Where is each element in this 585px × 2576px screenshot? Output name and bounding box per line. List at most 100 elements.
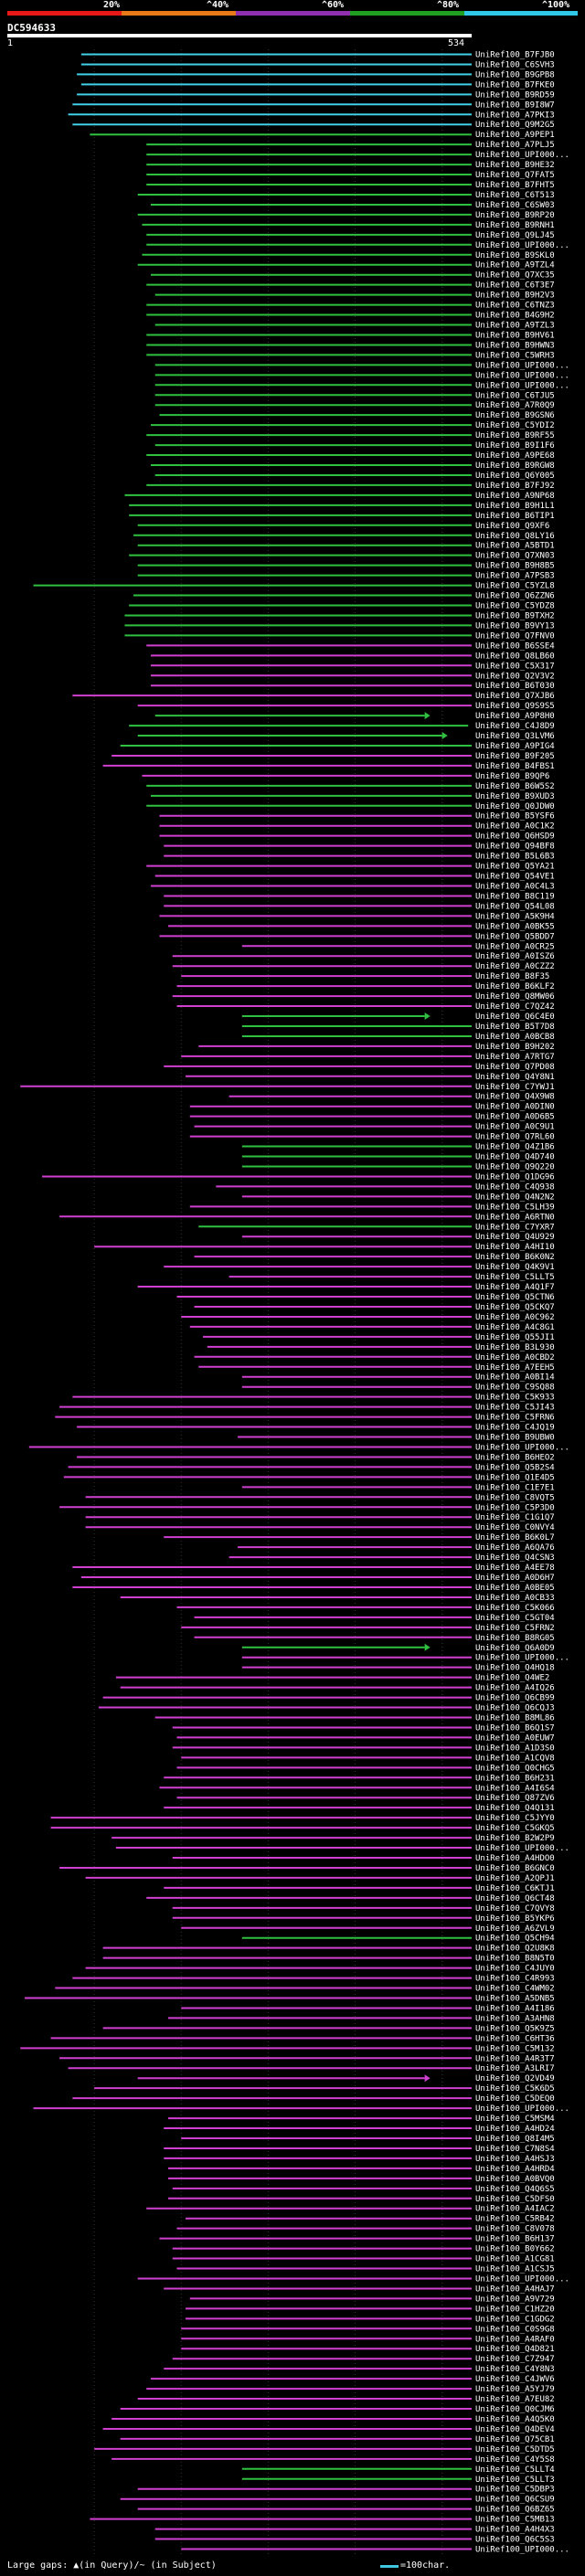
hit-label[interactable]: UniRef100_Q2V3V2: [475, 672, 555, 681]
hit-label[interactable]: UniRef100_C5DBP3: [475, 2486, 555, 2495]
hit-label[interactable]: UniRef100_Q9S9S5: [475, 702, 555, 711]
hit-label[interactable]: UniRef100_A4Q5K0: [475, 2415, 555, 2424]
hit-label[interactable]: UniRef100_Q4D740: [475, 1153, 555, 1162]
hit-label[interactable]: UniRef100_Q94BF8: [475, 843, 555, 852]
hit-label[interactable]: UniRef100_C7QZ42: [475, 1002, 555, 1012]
hit-label[interactable]: UniRef100_A0C9U1: [475, 1123, 555, 1132]
hit-label[interactable]: UniRef100_B9RD59: [475, 90, 555, 100]
hit-label[interactable]: UniRef100_C6HT36: [475, 2034, 555, 2043]
hit-label[interactable]: UniRef100_C5WRH3: [475, 351, 555, 360]
hit-label[interactable]: UniRef100_C5FRN6: [475, 1414, 555, 1423]
hit-label[interactable]: UniRef100_A4RAF0: [475, 2335, 555, 2344]
hit-label[interactable]: UniRef100_A6ZVL9: [475, 1924, 555, 1934]
hit-label[interactable]: UniRef100_A0CR25: [475, 942, 555, 951]
hit-label[interactable]: UniRef100_Q4D821: [475, 2345, 555, 2354]
hit-label[interactable]: UniRef100_B9H8B5: [475, 562, 555, 571]
hit-label[interactable]: UniRef100_Q8I4M5: [475, 2135, 555, 2144]
hit-label[interactable]: UniRef100_B9HE32: [475, 161, 555, 170]
hit-label[interactable]: UniRef100_Q4HQ18: [475, 1664, 555, 1673]
hit-label[interactable]: UniRef100_C5JI43: [475, 1404, 555, 1413]
hit-label[interactable]: UniRef100_Q5B2S4: [475, 1463, 555, 1472]
hit-label[interactable]: UniRef100_Q2U8K8: [475, 1945, 555, 1954]
hit-label[interactable]: UniRef100_C5YDZ8: [475, 602, 555, 611]
hit-label[interactable]: UniRef100_A4HD24: [475, 2125, 555, 2134]
hit-label[interactable]: UniRef100_Q6BZ65: [475, 2506, 555, 2515]
hit-label[interactable]: UniRef100_Q0CHG5: [475, 1764, 555, 1773]
hit-label[interactable]: UniRef100_Q6A0D9: [475, 1644, 555, 1653]
hit-label[interactable]: UniRef100_B6HEO2: [475, 1453, 555, 1462]
hit-label[interactable]: UniRef100_C5MSM4: [475, 2115, 555, 2124]
hit-label[interactable]: UniRef100_B3L930: [475, 1343, 555, 1352]
hit-label[interactable]: UniRef100_B6KLF2: [475, 982, 555, 991]
hit-label[interactable]: UniRef100_B7FHT5: [475, 181, 555, 190]
hit-label[interactable]: UniRef100_Q4X9W8: [475, 1093, 555, 1102]
hit-label[interactable]: UniRef100_Q9Q220: [475, 1162, 555, 1171]
hit-label[interactable]: UniRef100_B8ML86: [475, 1714, 555, 1723]
hit-label[interactable]: UniRef100_B6T030: [475, 682, 555, 691]
hit-label[interactable]: UniRef100_C5FRN2: [475, 1624, 555, 1633]
hit-label[interactable]: UniRef100_B9SKL0: [475, 251, 555, 260]
hit-label[interactable]: UniRef100_B9F205: [475, 752, 555, 761]
hit-label[interactable]: UniRef100_C5GKQ5: [475, 1824, 555, 1833]
hit-label[interactable]: UniRef100_Q4K9V1: [475, 1263, 555, 1272]
hit-label[interactable]: UniRef100_Q4DEV4: [475, 2425, 555, 2434]
hit-label[interactable]: UniRef100_Q1DG96: [475, 1172, 555, 1182]
hit-label[interactable]: UniRef100_A5K9H4: [475, 912, 555, 921]
hit-label[interactable]: UniRef100_Q6Y005: [475, 472, 555, 481]
hit-label[interactable]: UniRef100_B9TXH2: [475, 611, 555, 620]
hit-label[interactable]: UniRef100_UPI000...: [475, 361, 569, 370]
hit-label[interactable]: UniRef100_A7EEH5: [475, 1363, 555, 1373]
hit-label[interactable]: UniRef100_C5MB13: [475, 2516, 555, 2525]
hit-label[interactable]: UniRef100_Q4Y8N1: [475, 1073, 555, 1082]
hit-label[interactable]: UniRef100_UPI000...: [475, 151, 569, 160]
hit-label[interactable]: UniRef100_C6SVH3: [475, 60, 555, 69]
hit-label[interactable]: UniRef100_C4JWV6: [475, 2375, 555, 2384]
hit-label[interactable]: UniRef100_C5DFS0: [475, 2195, 555, 2204]
hit-label[interactable]: UniRef100_A7R0Q9: [475, 401, 555, 410]
hit-label[interactable]: UniRef100_C4JUY0: [475, 1965, 555, 1974]
hit-label[interactable]: UniRef100_B8F35: [475, 972, 549, 981]
hit-label[interactable]: UniRef100_A2QPJ1: [475, 1874, 555, 1883]
hit-label[interactable]: UniRef100_B9QP6: [475, 772, 549, 781]
hit-label[interactable]: UniRef100_Q8LY16: [475, 532, 555, 541]
hit-label[interactable]: UniRef100_A1CQV8: [475, 1754, 555, 1763]
hit-label[interactable]: UniRef100_Q7XC35: [475, 271, 555, 281]
hit-label[interactable]: UniRef100_A4HSJ3: [475, 2155, 555, 2164]
hit-label[interactable]: UniRef100_UPI000...: [475, 241, 569, 250]
hit-label[interactable]: UniRef100_A4HI10: [475, 1243, 555, 1252]
hit-label[interactable]: UniRef100_C7YXR7: [475, 1223, 555, 1232]
hit-label[interactable]: UniRef100_C7YWJ1: [475, 1083, 555, 1092]
hit-label[interactable]: UniRef100_A6QA76: [475, 1543, 555, 1553]
hit-label[interactable]: UniRef100_A0ISZ6: [475, 952, 555, 961]
hit-label[interactable]: UniRef100_B6K0L7: [475, 1533, 555, 1542]
hit-label[interactable]: UniRef100_C7QVY8: [475, 1904, 555, 1913]
hit-label[interactable]: UniRef100_A9PE68: [475, 451, 555, 461]
hit-label[interactable]: UniRef100_A3LRI7: [475, 2064, 555, 2073]
hit-label[interactable]: UniRef100_UPI000...: [475, 2274, 569, 2284]
hit-label[interactable]: UniRef100_A0BVQ0: [475, 2175, 555, 2184]
hit-label[interactable]: UniRef100_Q7FAT5: [475, 171, 555, 180]
hit-label[interactable]: UniRef100_A7PKI3: [475, 111, 555, 120]
hit-label[interactable]: UniRef100_C6SW03: [475, 201, 555, 210]
hit-label[interactable]: UniRef100_Q54L08: [475, 902, 555, 911]
hit-label[interactable]: UniRef100_A1CSJ5: [475, 2265, 555, 2274]
hit-label[interactable]: UniRef100_A7PLJ5: [475, 141, 555, 150]
hit-label[interactable]: UniRef100_C6TJU5: [475, 391, 555, 400]
hit-label[interactable]: UniRef100_C5DTD5: [475, 2445, 555, 2454]
hit-label[interactable]: UniRef100_A4C8G1: [475, 1323, 555, 1332]
hit-label[interactable]: UniRef100_C6TNZ3: [475, 302, 555, 311]
hit-label[interactable]: UniRef100_B9XUD3: [475, 792, 555, 801]
hit-label[interactable]: UniRef100_Q9LJ45: [475, 231, 555, 240]
hit-label[interactable]: UniRef100_Q6HSD9: [475, 832, 555, 842]
hit-label[interactable]: UniRef100_A0C4L3: [475, 882, 555, 891]
hit-label[interactable]: UniRef100_C5LLT5: [475, 1273, 555, 1282]
hit-label[interactable]: UniRef100_Q6CT48: [475, 1894, 555, 1903]
hit-label[interactable]: UniRef100_Q54VE1: [475, 873, 555, 882]
hit-label[interactable]: UniRef100_C9SQ88: [475, 1383, 555, 1393]
hit-label[interactable]: UniRef100_A9PEP1: [475, 131, 555, 140]
hit-label[interactable]: UniRef100_B9VY13: [475, 621, 555, 631]
hit-label[interactable]: UniRef100_C4JQ19: [475, 1424, 555, 1433]
hit-label[interactable]: UniRef100_B9I8W7: [475, 101, 555, 110]
hit-label[interactable]: UniRef100_UPI000...: [475, 2546, 569, 2555]
hit-label[interactable]: UniRef100_C5RB42: [475, 2215, 555, 2224]
